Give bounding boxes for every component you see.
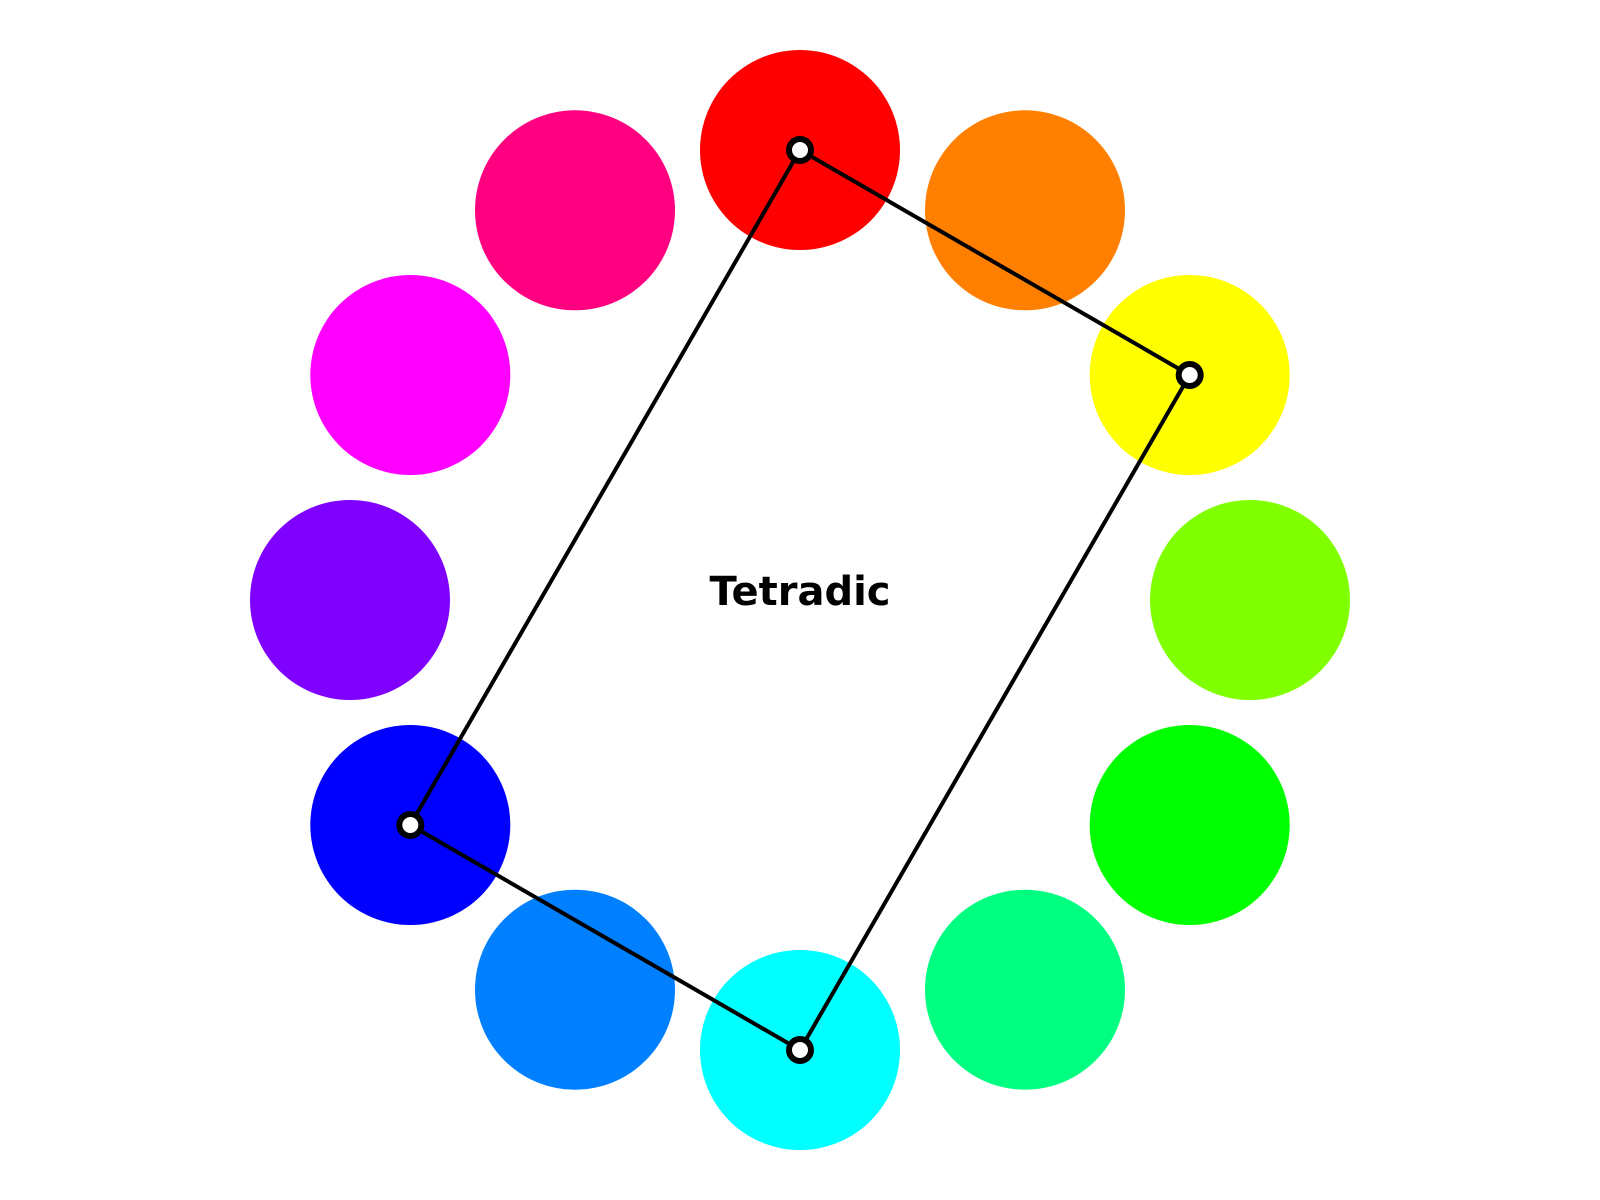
selected-marker-cyan xyxy=(786,1036,814,1064)
hue-swatch-magenta xyxy=(310,275,511,475)
hue-swatch-spring-green xyxy=(925,889,1125,1090)
selected-marker-yellow xyxy=(1175,361,1204,389)
selected-hue-markers xyxy=(396,136,1204,1064)
hue-swatch-chartreuse xyxy=(1150,500,1350,700)
hue-swatch-orange xyxy=(925,110,1125,311)
scheme-title: Tetradic xyxy=(710,569,891,615)
hue-swatch-violet xyxy=(250,500,450,700)
selected-marker-red xyxy=(786,136,814,164)
hue-swatch-azure xyxy=(475,889,675,1090)
hue-swatch-green xyxy=(1089,725,1290,925)
hue-swatch-rose xyxy=(475,110,675,311)
selected-marker-blue xyxy=(396,811,425,839)
